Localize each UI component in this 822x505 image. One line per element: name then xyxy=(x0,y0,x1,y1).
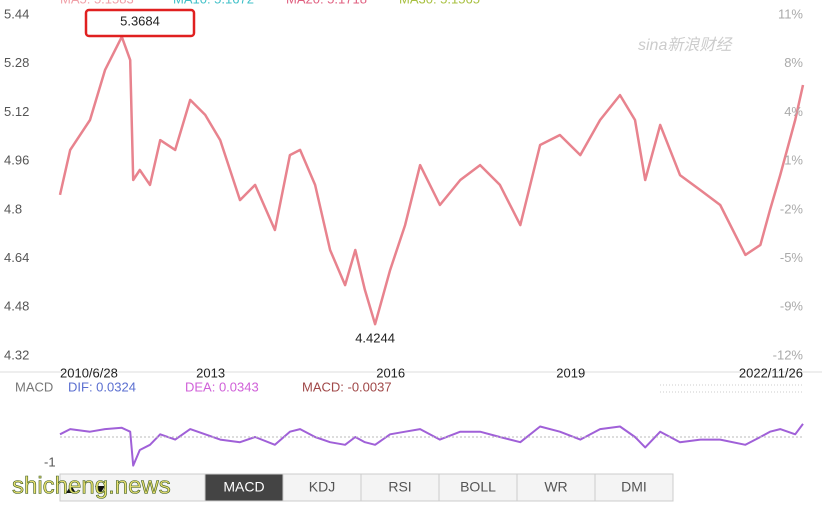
annotation-box xyxy=(84,8,196,38)
y2-tick-label: 4% xyxy=(784,104,803,119)
y2-tick-label: -9% xyxy=(780,299,804,314)
y2-tick-label: 1% xyxy=(784,153,803,168)
y2-tick-label: -12% xyxy=(773,347,804,362)
y-tick-label: 4.8 xyxy=(4,201,22,216)
tab-label[interactable]: KDJ xyxy=(309,479,335,495)
y-tick-label: 5.28 xyxy=(4,55,29,70)
tab[interactable] xyxy=(516,473,596,502)
y2-tick-label: -5% xyxy=(780,250,804,265)
annotation: 5.3684 xyxy=(120,13,160,28)
y-tick-label: 4.32 xyxy=(4,347,29,362)
y-tick-label: 5.44 xyxy=(4,6,29,21)
tab[interactable] xyxy=(594,473,674,502)
y2-tick-label: -2% xyxy=(780,201,804,216)
y-tick-label: 4.96 xyxy=(4,153,29,168)
legend-entry: DIF: 0.0324 xyxy=(68,379,136,394)
tab[interactable] xyxy=(360,473,440,502)
tab[interactable] xyxy=(438,473,518,502)
panel-title: MACD xyxy=(15,379,53,394)
y-tick-label: -1 xyxy=(44,454,56,469)
series-line xyxy=(58,35,805,326)
y2-tick-label: 8% xyxy=(784,55,803,70)
y2-tick-label: 11% xyxy=(778,6,803,21)
annotation: 4.4244 xyxy=(355,331,395,346)
y-tick-label: 5.12 xyxy=(4,104,29,119)
tab-label[interactable]: BOLL xyxy=(460,479,496,495)
x-tick-label: 2016 xyxy=(376,365,405,380)
x-tick-label: 2013 xyxy=(196,365,225,380)
x-tick-label: 2022/11/26 xyxy=(739,365,803,380)
tab-label[interactable]: DMI xyxy=(621,479,647,495)
tab-label[interactable]: MACD xyxy=(223,479,264,495)
legend-entry: MACD: -0.0037 xyxy=(302,379,392,394)
ma-legend: MA30: 5.1565 xyxy=(399,0,480,6)
x-tick-label: 2010/6/28 xyxy=(60,365,118,380)
series-line xyxy=(59,423,804,467)
y-tick-label: 4.64 xyxy=(4,250,29,265)
tab-label[interactable]: RSI xyxy=(388,479,411,495)
ma-legend: MA5: 5.1583 xyxy=(60,0,134,6)
ma-legend: MA20: 5.1718 xyxy=(286,0,367,6)
logo: sina新浪财经 xyxy=(638,36,733,54)
y-tick-label: 4.48 xyxy=(4,299,29,314)
x-tick-label: 2019 xyxy=(556,365,585,380)
ma-legend: MA10: 5.1672 xyxy=(173,0,254,6)
tab[interactable] xyxy=(282,473,362,502)
nav-arrows[interactable] xyxy=(66,485,105,494)
legend-entry: DEA: 0.0343 xyxy=(185,379,259,394)
tab-label[interactable]: WR xyxy=(544,479,567,495)
watermark: shicheng.news xyxy=(12,472,171,499)
